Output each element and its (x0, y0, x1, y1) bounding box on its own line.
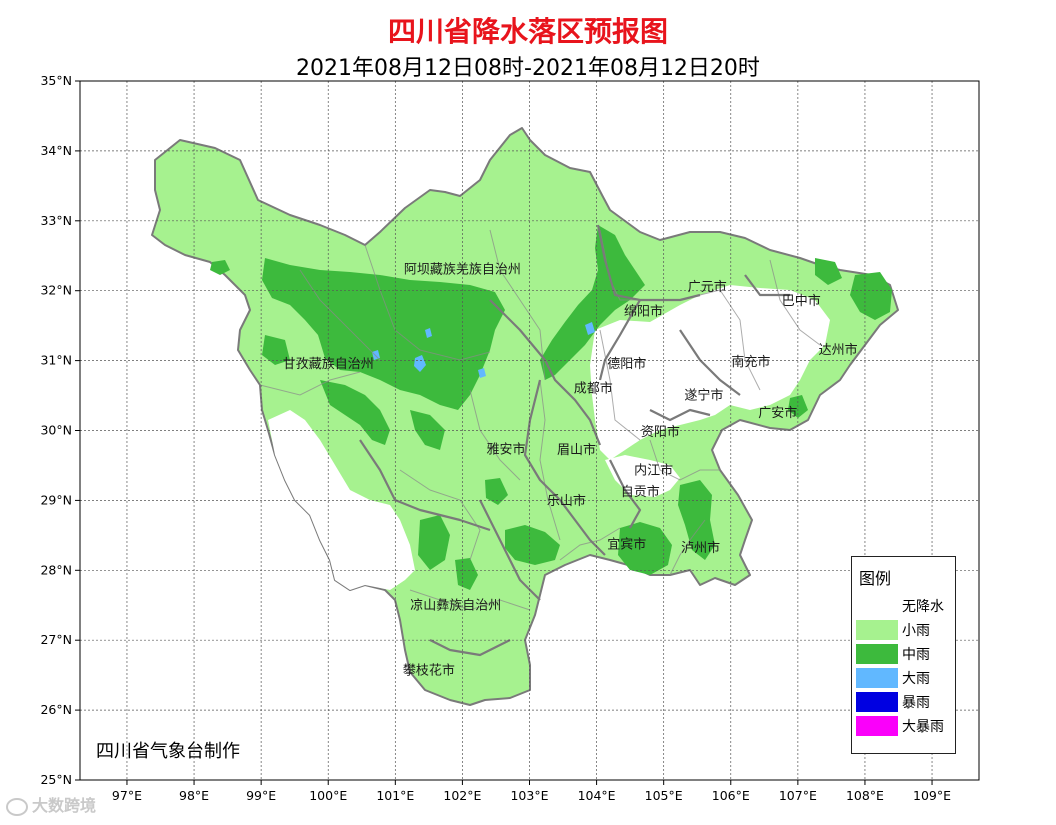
city-label: 阿坝藏族羌族自治州 (404, 262, 521, 278)
lon-tick-label: 106°E (712, 788, 750, 803)
latitude-tick-labels: 35°N 34°N 33°N 32°N 31°N 30°N 29°N 28°N 27°N 26°N… (40, 73, 80, 787)
moderate-rain-liangshan-2 (455, 558, 478, 590)
lat-tick-label: 34°N (40, 143, 72, 158)
city-label: 内江市 (634, 462, 673, 478)
lon-tick-label: 100°E (309, 788, 347, 803)
city-label: 甘孜藏族自治州 (283, 356, 374, 372)
lon-tick-label: 108°E (846, 788, 884, 803)
moderate-rain-aba (262, 258, 505, 410)
legend-swatch (856, 620, 898, 640)
lat-tick-label: 28°N (40, 562, 72, 577)
moderate-rain-ganzi-1 (320, 380, 390, 445)
heavy-rain-spot-3 (478, 368, 486, 378)
legend-label: 中雨 (902, 647, 930, 663)
city-label: 眉山市 (557, 442, 596, 458)
legend-item-no-rain: 无降水 (856, 595, 954, 617)
moderate-rain-yibin (618, 522, 672, 575)
lat-tick-label: 27°N (40, 632, 72, 647)
legend-title: 图例 (859, 569, 892, 588)
lat-tick-label: 32°N (40, 283, 72, 298)
city-label: 雅安市 (487, 441, 526, 457)
lon-tick-label: 107°E (779, 788, 817, 803)
lat-tick-label: 30°N (40, 423, 72, 438)
city-label: 广元市 (688, 279, 727, 295)
legend-label: 无降水 (902, 599, 944, 615)
lon-tick-label: 109°E (913, 788, 951, 803)
lon-tick-label: 99°E (246, 788, 276, 803)
longitude-tick-labels: 97°E 98°E 99°E 100°E 101°E 102°E 103°E 104°E 105… (112, 780, 951, 803)
moderate-rain-luzhou (678, 480, 715, 560)
legend-label: 大雨 (902, 671, 930, 687)
city-label: 绵阳市 (624, 304, 663, 320)
no-rain-west (268, 410, 415, 590)
legend-swatch (856, 644, 898, 664)
city-label: 攀枝花市 (403, 662, 455, 678)
legend-item-rainstorm: 暴雨 (856, 691, 954, 713)
lat-tick-label: 29°N (40, 492, 72, 507)
lon-tick-label: 103°E (510, 788, 548, 803)
legend-label: 小雨 (902, 623, 930, 639)
county-boundaries (259, 229, 821, 611)
city-label: 德阳市 (607, 356, 646, 372)
city-label: 资阳市 (641, 424, 680, 440)
heavy-rain-spot-4 (585, 322, 595, 335)
lon-tick-label: 102°E (443, 788, 481, 803)
legend-label: 暴雨 (902, 695, 930, 711)
city-label: 广安市 (758, 405, 797, 421)
legend-item-moderate-rain: 中雨 (856, 643, 954, 665)
moderate-rain-liangshan-3 (485, 478, 508, 505)
map-title: 四川省降水落区预报图 (387, 15, 668, 48)
map-subtitle: 2021年08月12日08时-2021年08月12日20时 (296, 56, 760, 81)
watermark-text: 大数跨境 (32, 796, 97, 815)
city-label: 达州市 (819, 342, 858, 358)
lon-tick-label: 105°E (645, 788, 683, 803)
city-label: 南充市 (731, 354, 770, 370)
moderate-rain-mianyang (540, 225, 645, 380)
city-label: 泸州市 (681, 540, 720, 556)
lon-tick-label: 97°E (112, 788, 142, 803)
legend-swatch (856, 692, 898, 712)
legend-swatch (856, 596, 898, 616)
moderate-rain-ganzi-2 (410, 410, 445, 450)
lat-tick-label: 26°N (40, 702, 72, 717)
city-label: 遂宁市 (684, 388, 723, 404)
lon-tick-label: 101°E (376, 788, 414, 803)
city-label: 巴中市 (782, 293, 821, 309)
moderate-rain-bazhong (815, 258, 842, 285)
legend-item-light-rain: 小雨 (856, 619, 954, 641)
rain-regions (151, 127, 899, 706)
moderate-rain-ganzi-3 (262, 335, 290, 365)
legend: 图例 无降水 小雨 中雨 大雨 暴雨 大暴雨 (851, 556, 956, 754)
city-label: 宜宾市 (607, 536, 646, 552)
heavy-rain-spot-1 (414, 355, 426, 372)
legend-label: 大暴雨 (902, 719, 944, 735)
legend-swatch (856, 668, 898, 688)
lat-tick-label: 33°N (40, 213, 72, 228)
city-label: 乐山市 (547, 493, 586, 509)
moderate-rain-leshan (505, 525, 560, 565)
moderate-rain-dazhou (850, 272, 892, 320)
legend-item-heavy-rain: 大雨 (856, 667, 954, 689)
moderate-rain-liangshan-1 (418, 515, 450, 570)
city-label: 成都市 (574, 381, 613, 397)
watermark: 大数跨境 (6, 792, 96, 816)
legend-swatch (856, 716, 898, 736)
legend-item-heavy-rainstorm: 大暴雨 (856, 715, 954, 737)
heavy-rain-spot-2 (425, 328, 432, 338)
producer-label: 四川省气象台制作 (96, 741, 240, 762)
moderate-rain-west-edge (210, 260, 230, 275)
lat-tick-label: 31°N (40, 353, 72, 368)
lon-tick-label: 98°E (179, 788, 209, 803)
lat-tick-label: 25°N (40, 772, 72, 787)
no-rain-east-basin (590, 285, 830, 460)
city-label: 自贡市 (621, 484, 660, 500)
lon-tick-label: 104°E (578, 788, 616, 803)
city-label: 凉山彝族自治州 (410, 597, 501, 613)
watermark-logo-icon (6, 797, 28, 816)
lat-tick-label: 35°N (40, 73, 72, 88)
lat-lon-grid (80, 81, 979, 780)
